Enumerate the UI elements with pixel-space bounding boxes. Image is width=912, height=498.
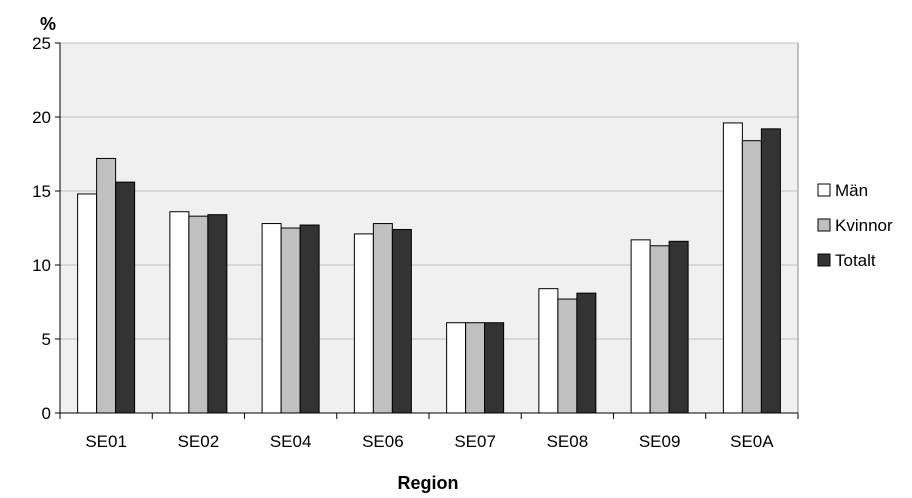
y-tick-label: 0	[42, 404, 51, 423]
legend-label-män: Män	[835, 181, 868, 200]
x-tick-label: SE09	[639, 432, 681, 451]
legend-swatch-män	[817, 183, 831, 197]
y-tick-label: 25	[32, 34, 51, 53]
bar-kvinnor-se09	[649, 245, 670, 414]
bar-totalt-se07	[484, 322, 505, 414]
bar-kvinnor-se0a	[741, 140, 762, 414]
legend-label-kvinnor: Kvinnor	[835, 216, 893, 235]
legend: Män Kvinnor Totalt	[817, 181, 893, 270]
bar-män-se09	[630, 239, 651, 414]
bar-totalt-se09	[668, 240, 689, 414]
bar-män-se04	[261, 223, 282, 414]
bar-totalt-se0a	[760, 128, 781, 414]
x-tick-label: SE04	[270, 432, 312, 451]
y-tick-label: 10	[32, 256, 51, 275]
x-tick-label: SE0A	[730, 432, 774, 451]
bar-kvinnor-se06	[372, 223, 393, 414]
y-tick-labels: 0 5 10 15 20 25	[32, 34, 60, 423]
x-tick-label: SE02	[178, 432, 220, 451]
legend-label-totalt: Totalt	[835, 251, 876, 270]
bar-totalt-se04	[299, 224, 320, 414]
bar-totalt-se08	[576, 292, 597, 414]
bar-män-se01	[77, 193, 98, 414]
x-tick-label: SE07	[454, 432, 496, 451]
bar-män-se06	[353, 233, 374, 414]
bar-totalt-se01	[115, 181, 136, 414]
legend-swatch-kvinnor	[817, 218, 831, 232]
bars	[77, 122, 781, 414]
bar-män-se0a	[722, 122, 743, 414]
bar-totalt-se06	[391, 228, 412, 414]
bar-kvinnor-se02	[188, 215, 209, 414]
y-tick-label: 20	[32, 108, 51, 127]
bar-kvinnor-se08	[557, 298, 578, 414]
y-tick-label: 15	[32, 182, 51, 201]
bar-kvinnor-se01	[96, 157, 117, 414]
bar-kvinnor-se04	[280, 227, 301, 414]
bar-kvinnor-se07	[465, 322, 486, 414]
y-axis-title: %	[40, 14, 56, 34]
legend-swatch-totalt	[817, 253, 831, 267]
bar-totalt-se02	[207, 214, 228, 414]
x-tick-labels: SE01 SE02 SE04 SE06 SE07 SE08 SE09 SE0A	[59, 413, 799, 451]
bar-män-se02	[169, 211, 190, 414]
x-tick-label: SE08	[547, 432, 589, 451]
x-tick-label: SE06	[362, 432, 404, 451]
y-tick-label: 5	[42, 330, 51, 349]
bar-män-se07	[446, 322, 467, 414]
bar-män-se08	[538, 288, 559, 414]
x-axis-title: Region	[398, 473, 459, 493]
x-tick-label: SE01	[85, 432, 127, 451]
